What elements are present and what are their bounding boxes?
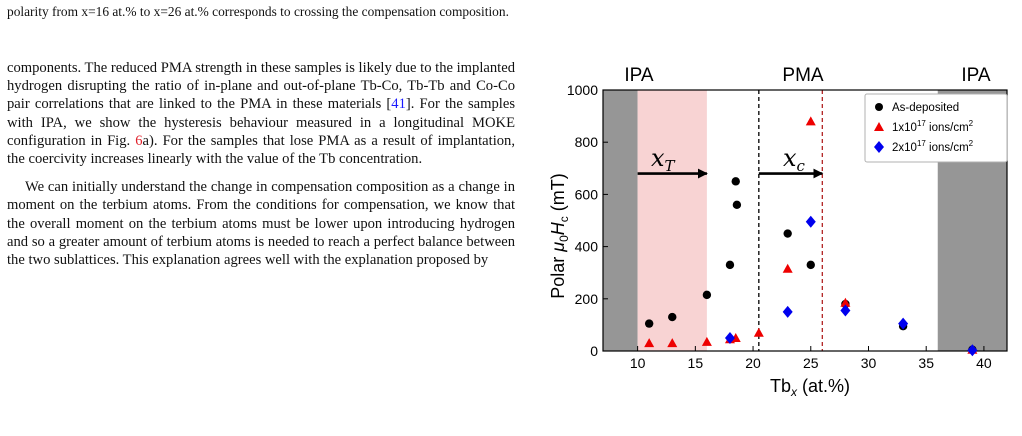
- body-paragraph-2: We can initially understand the change i…: [7, 179, 515, 269]
- x-tick-label: 35: [918, 355, 934, 371]
- point-series-2: [782, 305, 793, 318]
- point-series-2: [724, 331, 735, 344]
- point-series-1: [667, 338, 678, 348]
- point-series-0: [732, 200, 742, 210]
- point-series-2: [840, 304, 851, 317]
- y-tick-label: 1000: [567, 82, 598, 98]
- y-tick-label: 0: [590, 343, 598, 359]
- point-series-2: [805, 215, 816, 228]
- point-series-2: [967, 344, 978, 357]
- point-series-0: [644, 319, 654, 328]
- legend-marker-dose2: [874, 141, 884, 153]
- legend-label-dose1: 1x1017 ions/cm2: [892, 119, 974, 134]
- point-series-1: [805, 116, 816, 126]
- data-points: [644, 116, 978, 357]
- point-series-1: [753, 327, 764, 337]
- plot-frame: [602, 89, 1008, 352]
- body-paragraph-1: components. The reduced PMA strength in …: [7, 60, 516, 168]
- arrow-label-xT: xT: [651, 144, 676, 175]
- legend-label-as-deposited: As-deposited: [892, 102, 959, 114]
- legend-marker-as-deposited: [875, 103, 883, 111]
- region-label-ipa-right: IPA: [961, 65, 991, 86]
- point-series-0: [731, 177, 740, 186]
- x-tick-label: 15: [688, 355, 704, 371]
- point-series-0: [668, 312, 677, 322]
- region-label-ipa-left: IPA: [624, 65, 654, 86]
- legend-marker-dose1: [874, 122, 884, 131]
- x-tick-label: 25: [803, 355, 819, 371]
- point-series-0: [806, 260, 815, 270]
- x-axis-label: Tbx (at.%): [770, 376, 850, 399]
- point-series-1: [840, 297, 851, 307]
- y-tick-label: 400: [575, 239, 599, 255]
- y-axis-label: Polar μ0Hc (mT): [548, 173, 571, 299]
- region-band-1: [637, 90, 707, 351]
- arrow-label-xc: xc: [783, 144, 806, 175]
- citation-link[interactable]: 41: [391, 96, 406, 113]
- legend-label-dose2: 2x1017 ions/cm2: [892, 139, 974, 154]
- point-series-0: [783, 229, 792, 238]
- point-series-2: [898, 317, 909, 330]
- y-tick-label: 800: [575, 134, 599, 150]
- point-series-1: [782, 263, 793, 273]
- figure-ref-link[interactable]: 6: [135, 132, 143, 149]
- figure-caption-start: [555, 418, 1015, 436]
- region-band-0: [603, 90, 638, 351]
- region-label-pma: PMA: [782, 65, 824, 86]
- point-series-1: [644, 338, 655, 348]
- point-series-0: [702, 290, 712, 300]
- point-series-0: [725, 260, 735, 270]
- point-series-1: [701, 336, 712, 346]
- x-tick-label: 20: [745, 355, 761, 371]
- y-tick-label: 200: [575, 291, 599, 307]
- x-tick-label: 40: [976, 355, 992, 371]
- x-tick-label: 10: [630, 355, 646, 371]
- x-tick-label: 30: [861, 355, 877, 371]
- compensation-dashed-lines: [758, 90, 823, 351]
- body-text-column: components. The reduced PMA strength in …: [7, 59, 515, 269]
- legend: As-deposited 1x1017 ions/cm2 2x1017 ions…: [864, 93, 1008, 163]
- y-tick-label: 600: [575, 186, 599, 202]
- previous-figure-caption-line: polarity from x=16 at.% to x=26 at.% cor…: [7, 4, 509, 19]
